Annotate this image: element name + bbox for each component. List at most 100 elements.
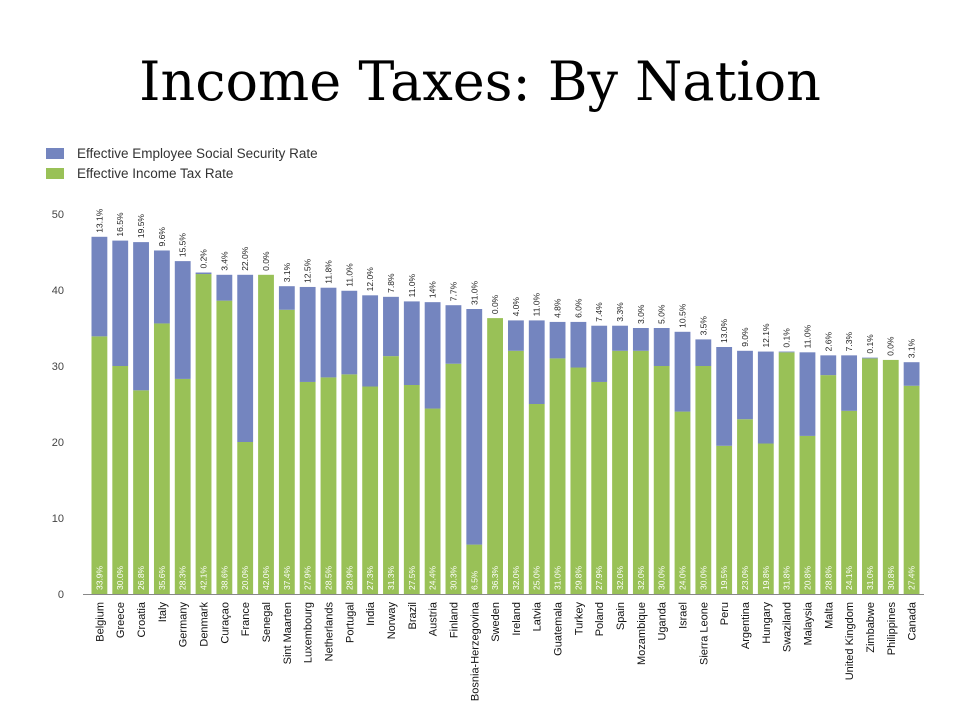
category-label: Netherlands xyxy=(323,602,335,662)
category-label: Portugal xyxy=(344,602,356,643)
income-tax-value-label: 28.5% xyxy=(323,565,333,590)
category-label: Germany xyxy=(178,602,190,648)
category-label: Latvia xyxy=(532,601,544,631)
social-security-bar xyxy=(507,320,524,351)
category-label: Bosnia-Herzegovina xyxy=(469,601,481,701)
income-tax-value-label: 31.0% xyxy=(865,565,875,590)
legend-item-social-security: Effective Employee Social Security Rate xyxy=(46,143,318,163)
social-security-value-label: 3.1% xyxy=(907,338,917,358)
social-security-bar xyxy=(237,274,254,442)
income-tax-bar xyxy=(820,375,837,594)
income-tax-bar xyxy=(591,381,608,594)
social-security-value-label: 0.1% xyxy=(865,334,875,354)
income-tax-value-label: 24.0% xyxy=(678,565,688,590)
y-tick-label: 40 xyxy=(52,285,64,297)
y-tick-label: 20 xyxy=(52,437,64,449)
income-tax-value-label: 20.8% xyxy=(802,565,812,590)
category-label: Croatia xyxy=(136,601,148,637)
social-security-value-label: 22.0% xyxy=(240,246,250,271)
category-label: India xyxy=(365,601,377,626)
income-tax-value-label: 27.5% xyxy=(407,565,417,590)
income-tax-value-label: 27.9% xyxy=(594,565,604,590)
income-tax-value-label: 37.4% xyxy=(282,565,292,590)
income-tax-bar xyxy=(778,352,795,594)
income-tax-value-label: 30.3% xyxy=(448,565,458,590)
income-tax-bar xyxy=(383,356,399,594)
category-label: Malaysia xyxy=(802,601,814,645)
social-security-bar xyxy=(341,290,358,375)
income-tax-bar xyxy=(799,435,816,594)
social-security-value-label: 11.0% xyxy=(802,324,812,348)
category-label: Peru xyxy=(719,602,731,625)
legend-swatch-social-security xyxy=(46,147,64,159)
social-security-value-label: 0.1% xyxy=(782,328,792,348)
social-security-bar xyxy=(570,321,587,368)
income-tax-bar xyxy=(674,411,691,594)
income-tax-value-label: 38.6% xyxy=(219,565,229,590)
social-security-value-label: 4.8% xyxy=(553,298,563,318)
income-tax-bar xyxy=(882,359,899,594)
social-security-value-label: 13.1% xyxy=(94,208,104,233)
social-security-value-label: 9.0% xyxy=(740,327,750,347)
income-tax-value-label: 35.6% xyxy=(157,565,167,590)
category-label: Norway xyxy=(386,602,398,640)
social-security-bar xyxy=(737,350,753,420)
income-tax-value-label: 27.4% xyxy=(907,565,917,590)
social-security-bar xyxy=(424,302,441,409)
social-security-bar xyxy=(133,242,149,391)
category-label: Ireland xyxy=(511,602,523,636)
social-security-value-label: 0.0% xyxy=(261,251,271,271)
income-tax-bar xyxy=(757,443,774,594)
chart-legend: Effective Employee Social Security Rate … xyxy=(46,143,318,183)
category-label: Curaçao xyxy=(219,602,231,644)
income-tax-value-label: 19.5% xyxy=(719,565,729,590)
income-tax-value-label: 31.3% xyxy=(386,565,396,590)
income-tax-value-label: 30.0% xyxy=(657,565,667,590)
social-security-value-label: 7.7% xyxy=(448,281,458,301)
income-tax-value-label: 30.0% xyxy=(698,565,708,590)
income-tax-bar xyxy=(112,366,129,594)
income-tax-value-label: 6.5% xyxy=(469,570,479,590)
category-label: Mozambique xyxy=(636,602,648,665)
income-tax-value-label: 23.0% xyxy=(740,565,750,590)
income-tax-bar xyxy=(653,366,670,594)
social-security-bar xyxy=(195,272,212,275)
income-tax-bar xyxy=(195,274,212,594)
social-security-value-label: 16.5% xyxy=(115,212,125,237)
income-tax-value-label: 28.8% xyxy=(823,565,833,590)
social-security-bar xyxy=(528,320,545,404)
income-tax-bar xyxy=(174,378,191,594)
income-tax-value-label: 28.9% xyxy=(344,565,354,590)
social-security-bar xyxy=(695,339,712,366)
social-security-value-label: 12.0% xyxy=(365,267,375,292)
social-security-value-label: 3.4% xyxy=(219,251,229,271)
income-tax-value-label: 28.3% xyxy=(178,565,188,590)
income-tax-bar xyxy=(716,445,733,594)
social-security-value-label: 6.0% xyxy=(573,298,583,318)
social-security-bar xyxy=(91,236,108,337)
category-label: Israel xyxy=(678,602,690,629)
income-tax-value-label: 27.9% xyxy=(303,565,313,590)
social-security-value-label: 0.2% xyxy=(199,249,209,269)
income-tax-bar xyxy=(341,374,358,594)
social-security-value-label: 10.5% xyxy=(678,303,688,328)
income-tax-value-label: 24.4% xyxy=(428,565,438,590)
category-label: Zimbabwe xyxy=(865,602,877,653)
category-label: Finland xyxy=(448,602,460,638)
category-label: Spain xyxy=(615,602,627,630)
category-label: France xyxy=(240,602,252,636)
social-security-value-label: 3.0% xyxy=(636,304,646,324)
category-label: Senegal xyxy=(261,602,273,642)
income-tax-value-label: 20.0% xyxy=(240,565,250,590)
income-tax-value-label: 30.8% xyxy=(886,565,896,590)
income-tax-bar xyxy=(362,386,379,594)
social-security-value-label: 13.0% xyxy=(719,318,729,343)
income-tax-value-label: 31.8% xyxy=(782,565,792,590)
slide-title: Income Taxes: By Nation xyxy=(139,50,821,113)
social-security-bar xyxy=(362,295,379,387)
social-security-bar xyxy=(216,274,233,301)
social-security-bar xyxy=(466,309,483,545)
category-label: Sweden xyxy=(490,602,502,642)
income-tax-bar xyxy=(549,358,566,594)
social-security-value-label: 2.6% xyxy=(823,332,833,352)
